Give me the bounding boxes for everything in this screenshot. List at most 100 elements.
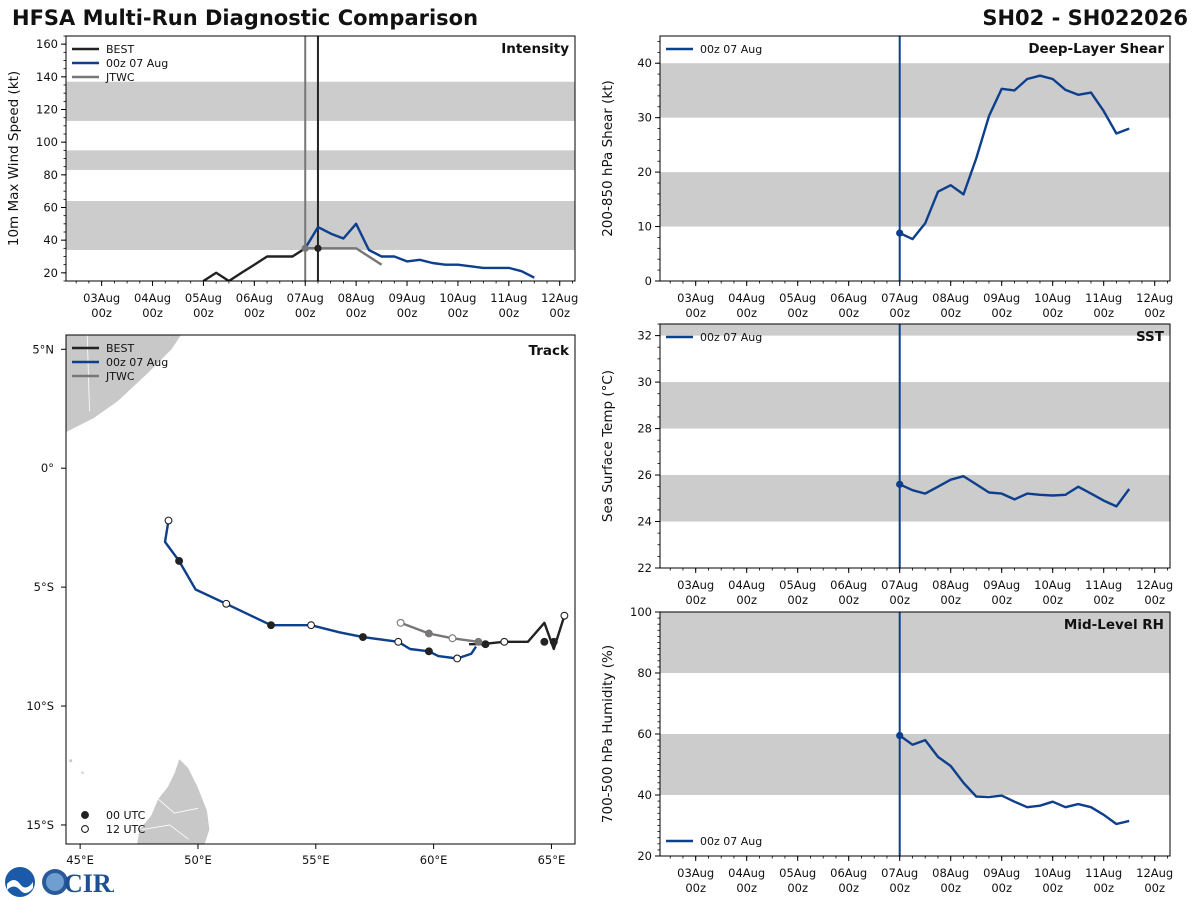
sst-series-00z-07-aug (899, 475, 1131, 508)
shear-series-00z-07-aug (899, 74, 1130, 241)
track-ytick-label: 15°S (26, 818, 54, 832)
sst-xtick-hour: 00z (991, 593, 1012, 607)
intensity-series-00z-07-aug (304, 222, 535, 279)
shear-ytick-label: 0 (645, 274, 652, 288)
land-africa-coast (66, 335, 182, 433)
intensity-marker-1 (301, 244, 309, 252)
track-point-00utc (540, 637, 549, 646)
rh-xtick-hour: 00z (1144, 881, 1165, 895)
rh-ytick-label: 80 (637, 666, 652, 680)
sst-xtick-label: 10Aug (1034, 578, 1071, 592)
rh-xtick-hour: 00z (991, 881, 1012, 895)
shear-xtick-hour: 00z (1144, 306, 1165, 320)
track-point-12utc (500, 637, 509, 646)
track-title: Track (529, 343, 570, 359)
intensity-series-best (202, 247, 318, 281)
shear-xtick-label: 05Aug (779, 291, 816, 305)
intensity-ytick-label: 80 (43, 168, 58, 182)
rh-legend-label: 00z 07 Aug (700, 835, 762, 848)
sst-band-2 (660, 324, 1170, 336)
intensity-ytick-label: 20 (43, 266, 58, 280)
sst-xtick-hour: 00z (1042, 593, 1063, 607)
rh-xtick-hour: 00z (685, 881, 706, 895)
shear-band-1 (660, 63, 1170, 118)
intensity-xtick-hour: 00z (244, 306, 265, 320)
intensity-title: Intensity (501, 41, 569, 57)
track-point-12utc (307, 621, 316, 630)
sst-title: SST (1136, 329, 1165, 345)
rh-panel: 20 40 60 80 100 700-500 hPa Humidity (%) 03Aug… (600, 605, 1173, 895)
rh-xtick-hour: 00z (940, 881, 961, 895)
track-point-00utc (424, 647, 433, 656)
track-point-00utc (549, 637, 558, 646)
rh-xtick-label: 11Aug (1085, 866, 1122, 880)
intensity-xtick-hour: 00z (448, 306, 469, 320)
intensity-ytick-label: 40 (43, 233, 58, 247)
track-marker-legend-symbol (81, 825, 89, 833)
rh-xtick-hour: 00z (736, 881, 757, 895)
rh-xtick-label: 08Aug (932, 866, 969, 880)
track-ytick-label: 0° (41, 461, 54, 475)
shear-legend-label: 00z 07 Aug (700, 43, 762, 56)
intensity-xtick-label: 07Aug (287, 291, 324, 305)
sst-xtick-hour: 00z (940, 593, 961, 607)
noaa-logo-icon (5, 867, 35, 897)
shear-title: Deep-Layer Shear (1028, 41, 1164, 57)
sst-ytick-label: 30 (637, 375, 652, 389)
rh-xtick-label: 07Aug (881, 866, 918, 880)
track-point-00utc (358, 633, 367, 642)
shear-xtick-label: 11Aug (1085, 291, 1122, 305)
rh-xtick-hour: 00z (889, 881, 910, 895)
intensity-band-1 (66, 150, 575, 170)
track-point-00utc (267, 621, 275, 630)
logo-area: CIRA (5, 867, 114, 898)
shear-xtick-hour: 00z (991, 306, 1012, 320)
intensity-xtick-hour: 00z (346, 306, 367, 320)
shear-xtick-label: 03Aug (677, 291, 714, 305)
rh-xtick-hour: 00z (787, 881, 808, 895)
shear-xtick-hour: 00z (736, 306, 757, 320)
intensity-xtick-label: 12Aug (541, 291, 578, 305)
sst-xtick-label: 06Aug (830, 578, 867, 592)
track-ytick-label: 5°S (34, 580, 54, 594)
rh-title: Mid-Level RH (1064, 617, 1164, 633)
track-marker-legend-label: 12 UTC (106, 823, 146, 836)
rh-xtick-hour: 00z (1093, 881, 1114, 895)
track-marker-legend-label: 00 UTC (106, 809, 146, 822)
rh-ytick-label: 100 (630, 605, 652, 619)
shear-xtick-hour: 00z (838, 306, 859, 320)
track-point-00utc (474, 637, 483, 646)
track-xtick-label: 55°E (302, 853, 330, 867)
intensity-xtick-hour: 00z (498, 306, 519, 320)
intensity-xtick-hour: 00z (193, 306, 214, 320)
sst-xtick-label: 11Aug (1085, 578, 1122, 592)
storm-id: SH02 - SH022026 (982, 6, 1188, 30)
intensity-ylabel: 10m Max Wind Speed (kt) (6, 71, 22, 246)
intensity-ytick-label: 120 (36, 103, 58, 117)
intensity-xtick-label: 10Aug (439, 291, 476, 305)
sst-xtick-hour: 00z (1144, 593, 1165, 607)
rh-ytick-label: 60 (637, 727, 652, 741)
sst-frame (659, 323, 1171, 569)
intensity-xtick-label: 09Aug (388, 291, 425, 305)
track-point-12utc (394, 637, 403, 646)
rh-ylabel: 700-500 hPa Humidity (%) (600, 645, 616, 823)
track-marker-legend-symbol (81, 811, 89, 819)
sst-xtick-label: 07Aug (881, 578, 918, 592)
track-legend-label: 00z 07 Aug (106, 356, 168, 369)
track-line-00z-07-aug (163, 520, 478, 660)
land-region-border (141, 824, 189, 840)
land-region-border (157, 798, 199, 814)
track-xtick-label: 65°E (538, 853, 566, 867)
intensity-ytick-label: 160 (36, 37, 58, 51)
land-madagascar (136, 757, 211, 844)
intensity-xtick-hour: 00z (142, 306, 163, 320)
sst-xtick-label: 03Aug (677, 578, 714, 592)
sst-xtick-label: 05Aug (779, 578, 816, 592)
track-land (66, 335, 211, 844)
track-point-12utc (396, 618, 405, 627)
shear-xtick-label: 07Aug (881, 291, 918, 305)
track-line-jtwc (400, 621, 479, 643)
intensity-legend-label: BEST (106, 43, 134, 56)
rh-xtick-label: 03Aug (677, 866, 714, 880)
